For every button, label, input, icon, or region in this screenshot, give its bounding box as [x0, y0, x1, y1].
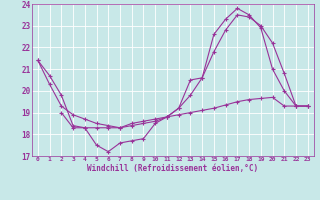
X-axis label: Windchill (Refroidissement éolien,°C): Windchill (Refroidissement éolien,°C) [87, 164, 258, 173]
